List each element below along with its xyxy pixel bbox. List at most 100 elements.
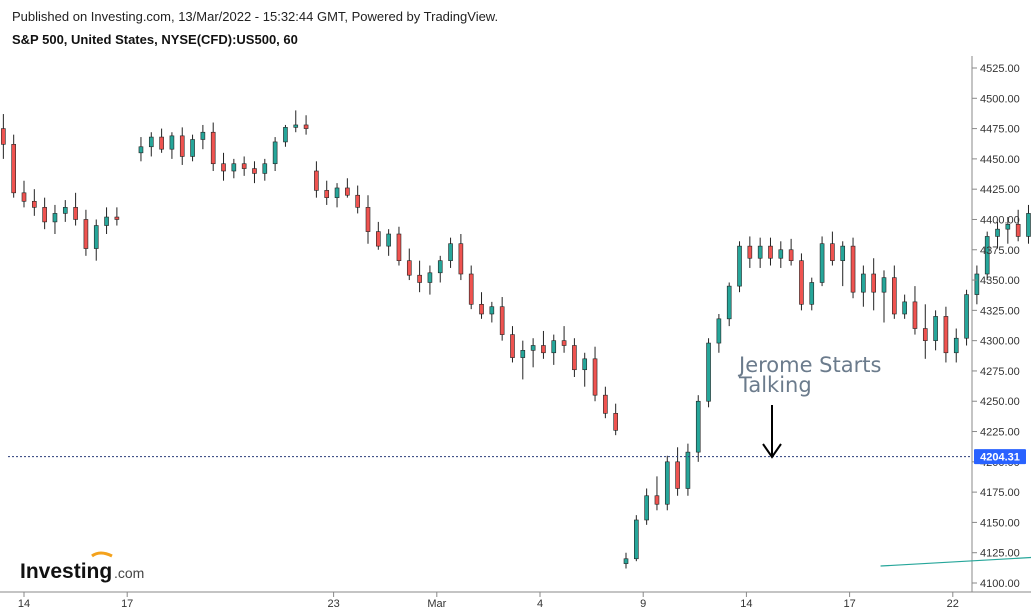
candle [1,114,6,159]
candle [241,156,247,176]
candle-body-down [799,260,804,305]
candle [984,231,990,281]
candle-body-down [355,194,360,208]
candle-body-down [417,274,422,283]
x-tick-label: 17 [843,598,855,610]
candle-body-up [840,245,846,261]
candle [169,132,175,159]
candle-body-up [881,277,887,293]
candle [386,229,391,256]
candle-body-up [293,124,299,128]
candle [479,292,484,319]
candle-body-up [778,249,784,259]
published-line: Published on Investing.com, 13/Mar/2022 … [12,9,499,24]
candle [334,183,340,208]
candle [138,137,144,162]
candle [345,178,350,198]
candle-body-up [706,342,711,402]
candle-body-down [1015,224,1021,237]
candle [293,110,299,133]
candle [582,352,588,387]
y-axis-ticks: 4100.004125.004150.004175.004200.004225.… [972,63,1020,590]
y-tick-label: 4175.00 [980,487,1020,499]
candle [634,515,639,562]
candle-body-up [200,131,206,140]
annotation-line-2: Talking [738,373,812,397]
x-tick-label: 23 [327,598,339,610]
y-tick-label: 4450.00 [980,154,1020,166]
last-price-label: 4204.31 [980,452,1020,464]
candle-body-up [861,273,866,293]
candle [1026,204,1031,244]
candle-body-down [572,345,577,371]
candle [11,134,16,198]
candle-body-up [283,127,288,143]
candle [902,294,907,319]
last-price-badge: 4204.31 [974,449,1026,465]
candle-body-down [943,316,949,354]
x-axis-ticks: 14 17 23 Mar 4 9 14 17 22 [18,592,959,610]
candle [458,234,464,281]
candle [437,255,443,283]
candle-body-up [437,260,443,274]
candle [706,338,711,408]
y-tick-label: 4475.00 [980,124,1020,136]
y-tick-label: 4425.00 [980,184,1020,196]
candle [922,304,928,359]
candle [448,237,453,268]
candle-body-down [159,136,164,150]
candle-body-down [345,187,350,196]
y-tick-label: 4400.00 [980,214,1020,226]
candle-body-up [386,233,391,247]
candle [83,209,89,256]
candle-body-down [675,461,680,489]
candle-body-down [376,231,381,247]
candle-body-up [726,285,732,320]
candle [737,241,742,293]
candle-body-down [830,243,835,261]
candle-body-down [252,168,257,174]
candle-body-up [685,451,691,489]
logo-swoosh-icon [91,551,113,558]
candle [757,237,763,268]
candle [221,152,226,181]
candle [572,338,577,377]
candle [159,128,164,153]
candle [850,237,856,299]
candle [933,310,938,351]
candle-body-up [1026,213,1031,237]
candle-body-down [21,192,27,202]
candle [396,226,402,266]
candle [664,455,670,511]
candle-body-down [499,306,505,335]
candle-body-up [1005,224,1011,230]
candle [417,260,422,293]
y-tick-label: 4325.00 [980,305,1020,317]
candle-body-down [11,144,16,194]
candle-body-down [83,219,89,249]
candle-body-up [716,318,722,344]
candle-body-up [520,350,526,358]
candle [613,403,618,436]
candle [262,158,268,181]
symbol-title: S&P 500, United States, NYSE(CFD):US500,… [12,32,298,47]
candle [468,265,474,310]
candle-body-up [634,519,639,560]
candle-body-down [603,394,608,414]
candle [62,200,68,222]
candle [104,207,109,235]
candle-body-up [933,316,938,341]
candle-body-down [303,124,309,129]
candle-body-up [52,213,58,223]
candle [179,127,185,165]
candle [42,197,47,230]
candle [252,161,257,184]
candle-body-up [138,146,144,154]
annotation-line-1: Jerome Starts [737,353,881,377]
candle-body-up [62,207,68,214]
candle-body-down [32,200,37,208]
candle [530,338,536,368]
candle [623,552,629,569]
candle-body-up [809,282,815,305]
